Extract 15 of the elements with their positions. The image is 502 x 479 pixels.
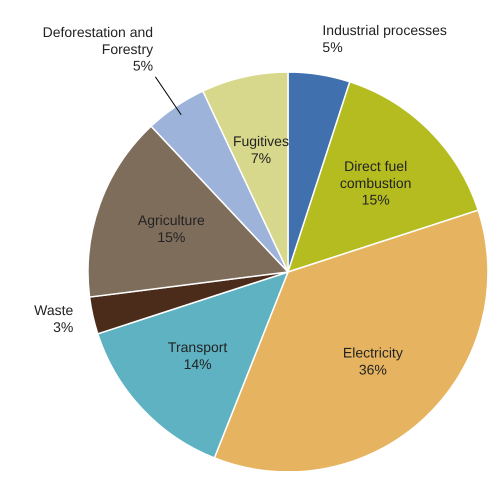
slice-label: Waste	[34, 302, 74, 318]
data-label: 14%	[184, 356, 212, 372]
slice-label: Transport	[168, 338, 228, 355]
data-label: 7%	[250, 150, 272, 166]
slice-label: Direct fuel combustion	[340, 158, 412, 191]
slice-label: Industrial processes	[322, 22, 447, 38]
data-label: 5%	[322, 38, 343, 55]
data-label: 36%	[358, 361, 387, 378]
data-label: 15%	[362, 192, 390, 208]
data-label: 5%	[132, 58, 154, 74]
data-label: 3%	[53, 318, 74, 335]
data-label: 15%	[157, 228, 186, 245]
slice-label: Deforestation and Forestry	[42, 24, 154, 57]
slice-label: Electricity	[342, 344, 403, 360]
slice-label: Agriculture	[138, 212, 205, 228]
